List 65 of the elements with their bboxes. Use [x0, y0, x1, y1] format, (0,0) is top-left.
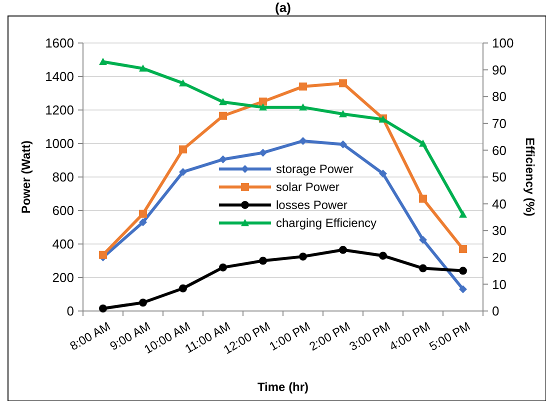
- point: [179, 79, 187, 86]
- point: [339, 246, 347, 254]
- point: [459, 285, 467, 294]
- point: [419, 140, 427, 147]
- point: [339, 79, 347, 88]
- point: [419, 264, 427, 272]
- point: [259, 98, 267, 106]
- point: [259, 256, 267, 265]
- y2-tick-label: 70: [492, 116, 506, 131]
- point: [99, 250, 107, 259]
- y-tick-label: 1600: [45, 36, 74, 51]
- y-tick-label: 600: [52, 203, 74, 218]
- y2-tick-label: 30: [492, 223, 506, 238]
- y2-tick-label: 50: [492, 170, 506, 185]
- point: [219, 263, 227, 272]
- point: [139, 64, 147, 72]
- y-tick-label: 200: [52, 270, 74, 286]
- point: [139, 210, 147, 218]
- y-tick-label: 800: [52, 170, 74, 185]
- legend-label: storage Power: [276, 162, 354, 176]
- point: [379, 252, 387, 260]
- y2-tick-label: 20: [492, 250, 506, 265]
- point: [179, 145, 187, 154]
- y-tick-label: 1000: [45, 136, 74, 152]
- y2-tick-label: 40: [492, 196, 506, 212]
- y2-tick-label: 90: [492, 62, 506, 78]
- point: [299, 82, 307, 91]
- y2-tick-label: 60: [492, 142, 506, 158]
- y2-axis-title: Efficiency (%): [523, 138, 537, 216]
- point: [419, 236, 427, 244]
- point: [259, 103, 267, 111]
- y2-tick-label: 10: [492, 276, 506, 292]
- point: [219, 155, 227, 164]
- point: [219, 98, 227, 106]
- legend-label: losses Power: [276, 198, 348, 212]
- point: [379, 170, 387, 178]
- y2-tick-label: 0: [492, 304, 500, 319]
- point: [459, 210, 467, 218]
- point: [299, 103, 307, 111]
- point: [139, 298, 147, 307]
- y-tick-label: 1200: [45, 102, 74, 118]
- point: [99, 58, 107, 65]
- y-tick-label: 0: [66, 304, 74, 319]
- point: [299, 252, 307, 261]
- point: [419, 194, 427, 203]
- x-axis-title: Time (hr): [257, 380, 309, 394]
- y-tick-label: 1400: [45, 69, 74, 84]
- point: [139, 218, 147, 226]
- y2-tick-label: 80: [492, 89, 506, 104]
- point: [299, 136, 307, 145]
- point: [259, 148, 267, 157]
- legend-label: solar Power: [276, 180, 340, 194]
- y-tick-label: 400: [52, 236, 74, 252]
- y2-tick-label: 100: [492, 36, 514, 51]
- point: [339, 110, 347, 118]
- legend-label: charging Efficiency: [276, 216, 376, 230]
- point: [339, 140, 347, 148]
- point: [99, 304, 107, 312]
- point: [459, 266, 467, 275]
- chart-title: (a): [275, 0, 291, 15]
- y-axis-title: Power (Watt): [19, 140, 33, 214]
- point: [219, 112, 227, 120]
- point: [179, 168, 187, 176]
- point: [179, 284, 187, 292]
- point: [459, 245, 467, 254]
